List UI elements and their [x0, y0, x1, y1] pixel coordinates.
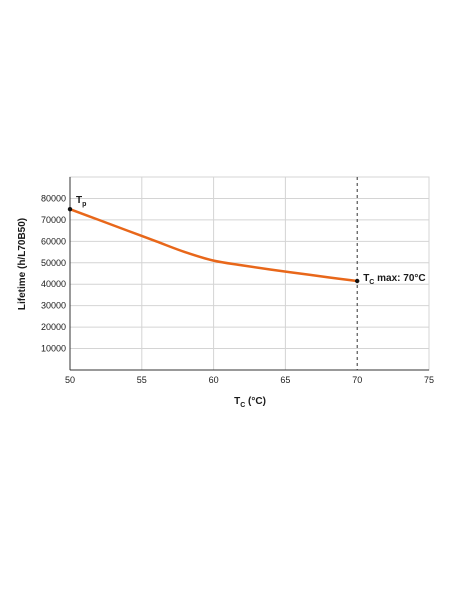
y-tick-label: 80000: [41, 193, 66, 203]
x-tick-label: 75: [424, 375, 434, 385]
annotation-sub: p: [82, 201, 86, 208]
point-annotation: Tp: [76, 195, 86, 208]
x-axis-title-main: T: [234, 396, 240, 407]
y-axis-title: Lifetime (h/L70B50): [17, 218, 28, 310]
x-tick-label: 55: [137, 375, 147, 385]
annotation-main: T: [363, 273, 369, 284]
tick-labels: 10000 20000 30000 40000 50000 60000 70000 80000…: [41, 193, 434, 385]
x-tick-label: 50: [65, 375, 75, 385]
x-axis-title: TC (°C): [234, 396, 266, 409]
annotation-sub: C: [369, 279, 374, 286]
annotation-main: T: [76, 195, 82, 206]
y-tick-label: 60000: [41, 236, 66, 246]
data-point-marker: [67, 206, 73, 212]
x-axis-title-sub: C: [240, 402, 245, 409]
series-group: [68, 207, 359, 283]
x-tick-label: 65: [280, 375, 290, 385]
y-tick-label: 20000: [41, 322, 66, 332]
x-axis-title-unit: (°C): [245, 396, 266, 407]
y-tick-label: 30000: [41, 301, 66, 311]
y-tick-label: 10000: [41, 344, 66, 354]
annotation-rest: max: 70°C: [374, 273, 425, 284]
point-annotation: TC max: 70°C: [363, 273, 425, 286]
y-tick-label: 50000: [41, 258, 66, 268]
x-tick-label: 60: [209, 375, 219, 385]
y-tick-label: 70000: [41, 215, 66, 225]
data-point-marker: [355, 278, 360, 284]
y-tick-label: 40000: [41, 279, 66, 289]
lifetime-series-line: [68, 207, 359, 283]
x-tick-label: 70: [352, 375, 362, 385]
